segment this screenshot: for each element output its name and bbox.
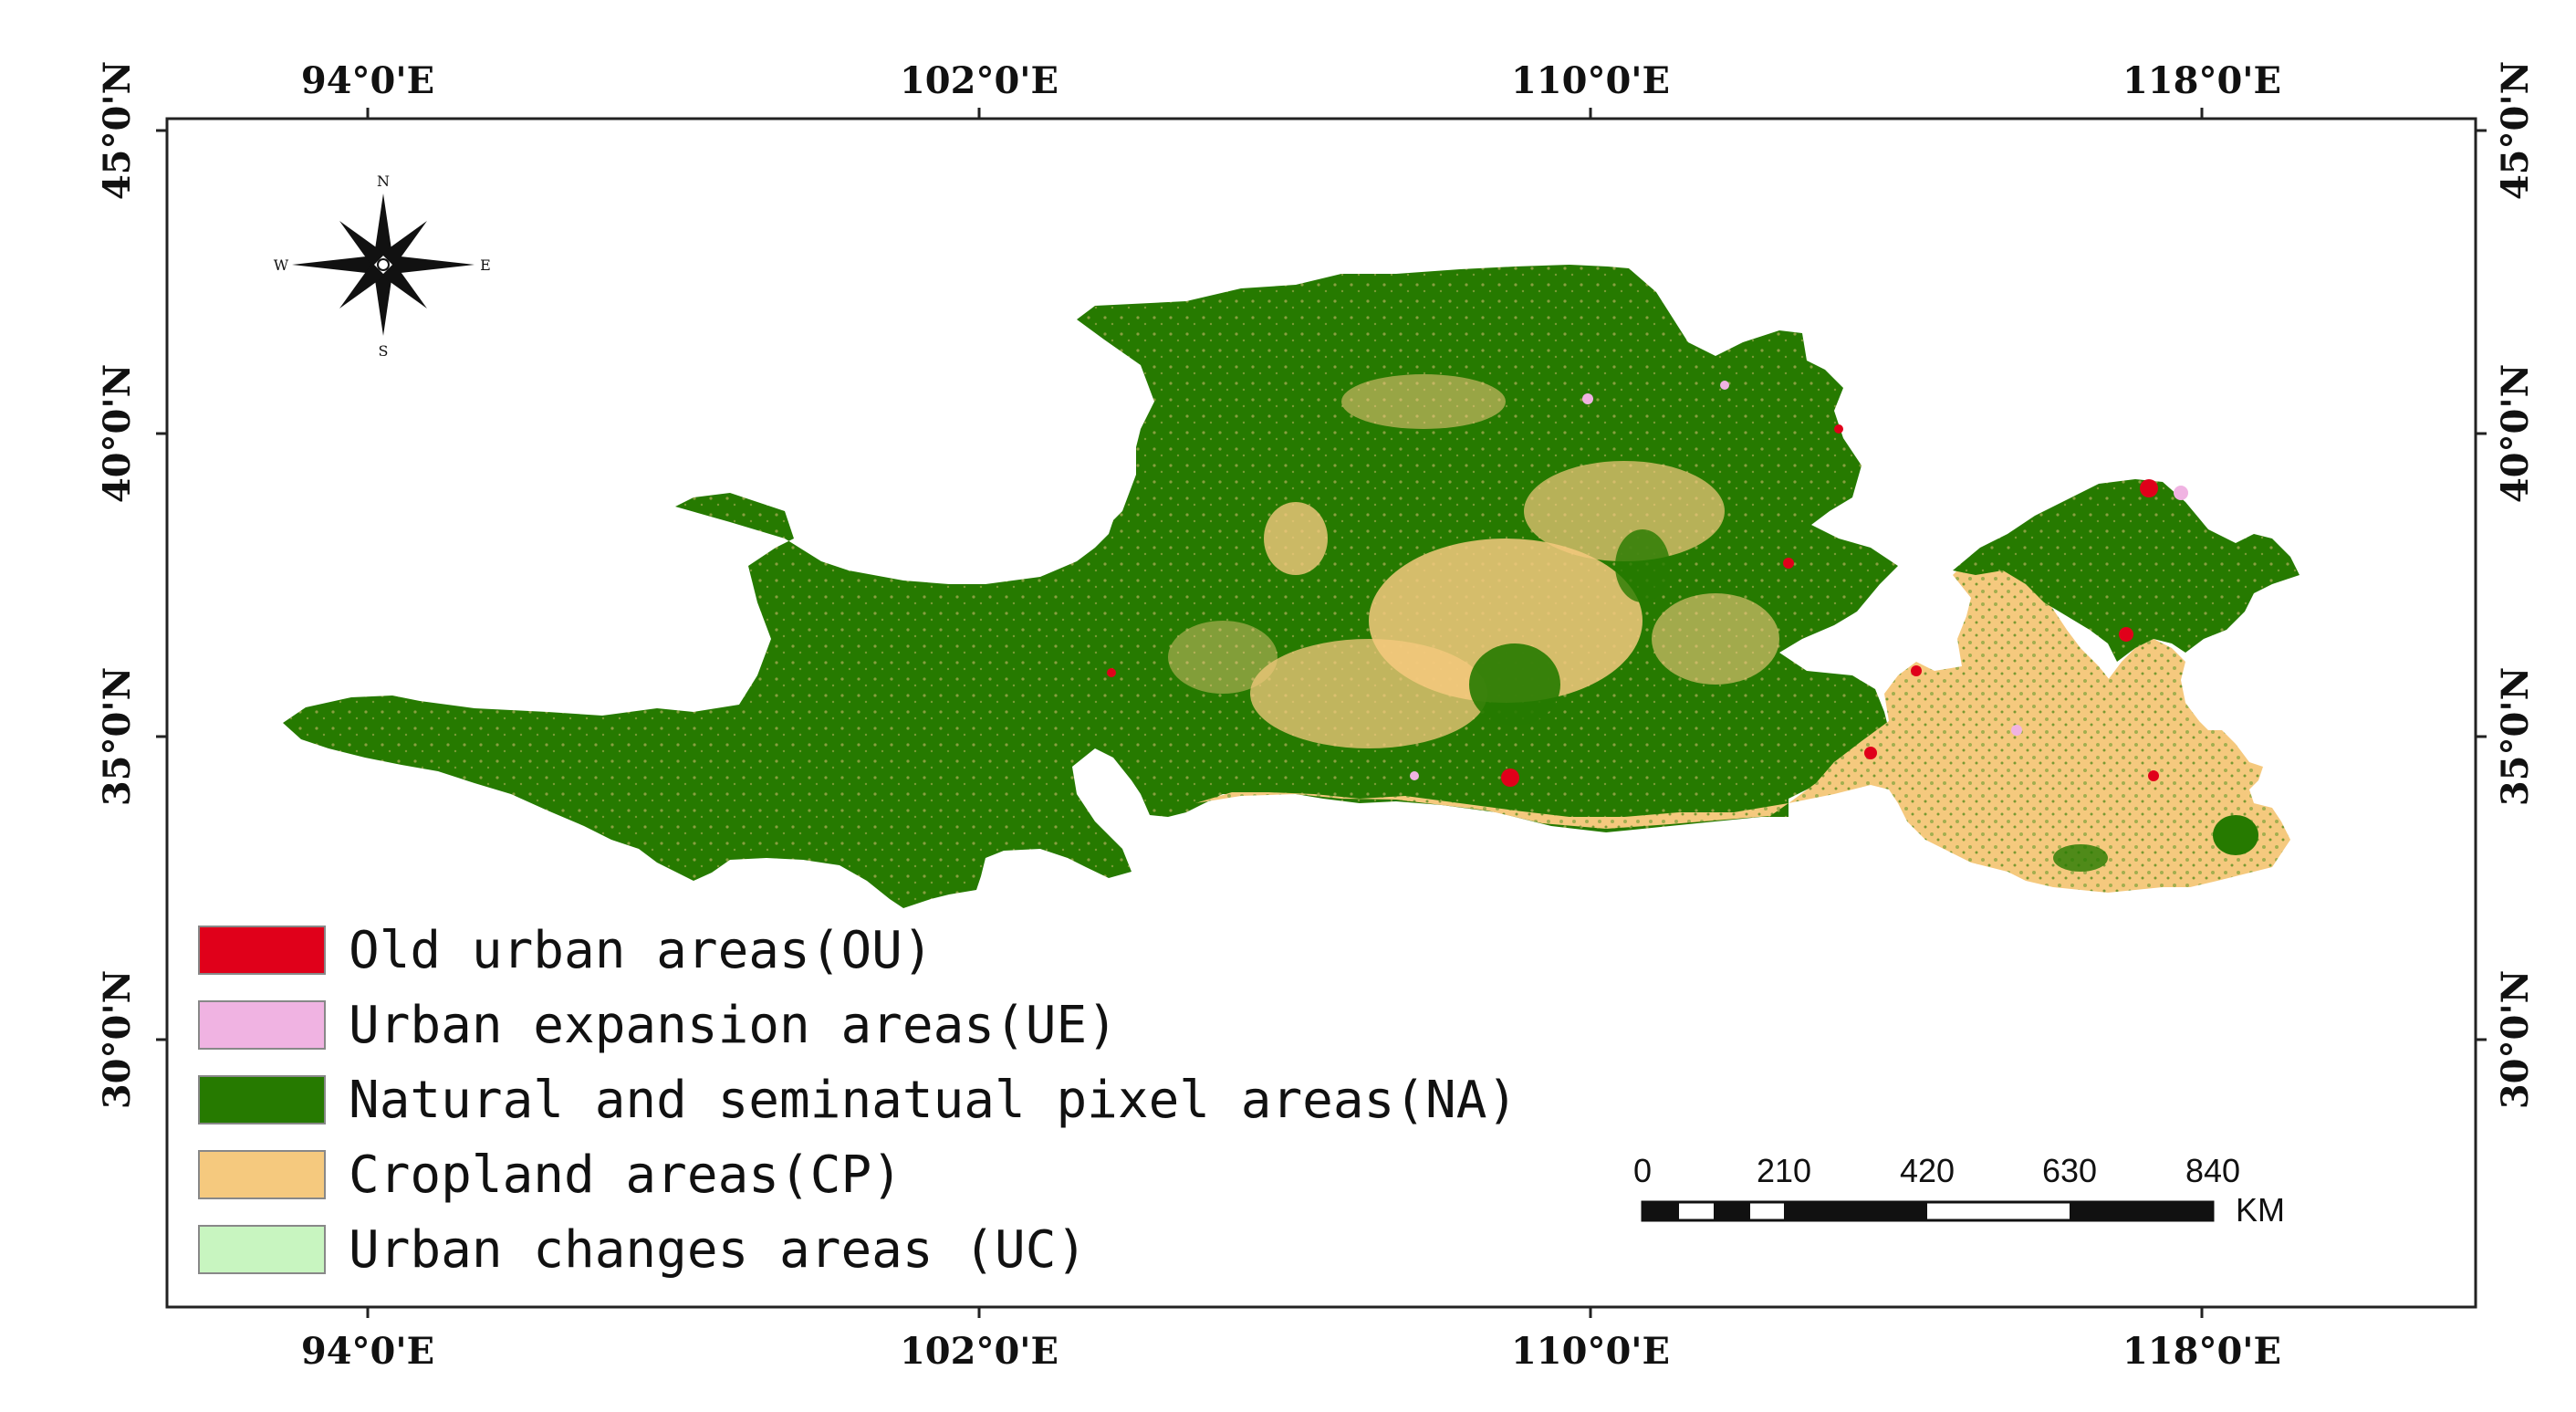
lat-label-left-2: 40°0'N xyxy=(96,364,139,503)
cropland-patch xyxy=(1264,502,1328,575)
old-urban-patch xyxy=(1834,424,1843,434)
legend-label-cropland: Cropland areas(CP) xyxy=(349,1145,902,1205)
legend-swatch-urban-expansion xyxy=(198,1000,326,1050)
lat-label-right-1: 45°0'N xyxy=(2494,61,2537,200)
lat-label-right-3: 35°0'N xyxy=(2494,667,2537,806)
natural-region xyxy=(283,265,1898,908)
urban-expansion-patch xyxy=(2174,486,2188,500)
old-urban-patch xyxy=(1501,769,1519,787)
legend-label-urban-changes: Urban changes areas (UC) xyxy=(349,1220,1087,1280)
compass-n-label: N xyxy=(377,173,390,190)
old-urban-patch xyxy=(2148,770,2159,781)
lon-label-top-4: 118°0'E xyxy=(2122,59,2281,102)
legend-swatch-urban-changes xyxy=(198,1225,326,1274)
compass-nw-point xyxy=(339,221,385,267)
compass-se-point xyxy=(381,263,427,309)
natural-patch xyxy=(1615,529,1670,602)
lon-label-bottom-1: 94°0'E xyxy=(301,1330,434,1373)
compass-south-point xyxy=(374,274,392,336)
graticule-ticks xyxy=(156,108,2487,1318)
urban-expansion-patch xyxy=(1720,381,1729,390)
compass-ne-point xyxy=(381,221,427,267)
scale-unit-label: KM xyxy=(2236,1191,2285,1229)
natural-patch xyxy=(1469,643,1560,726)
cropland-patch xyxy=(1652,593,1779,685)
compass-e-label: E xyxy=(480,256,491,274)
compass-west-point xyxy=(292,256,374,274)
urban-expansion-patch xyxy=(2011,725,2022,736)
lat-label-left-1: 45°0'N xyxy=(96,61,139,200)
north-arrow-compass: N S E W xyxy=(274,173,491,360)
legend-swatch-natural xyxy=(198,1075,326,1124)
compass-sw-point xyxy=(339,263,385,309)
lon-label-bottom-2: 102°0'E xyxy=(900,1330,1059,1373)
lon-label-top-1: 94°0'E xyxy=(301,59,434,102)
compass-north-point xyxy=(374,193,392,256)
cropland-patch xyxy=(1524,461,1725,561)
old-urban-patch xyxy=(1864,747,1877,759)
scale-tick-label-0: 0 xyxy=(1633,1152,1652,1189)
lat-label-left-4: 30°0'N xyxy=(96,970,139,1109)
old-urban-patch xyxy=(1911,665,1922,676)
legend-label-natural: Natural and seminatual pixel areas(NA) xyxy=(349,1071,1517,1130)
old-urban-patch xyxy=(2140,479,2158,497)
old-urban-patch xyxy=(1107,668,1116,677)
cropland-patch xyxy=(1168,621,1278,694)
scale-tick-label-630: 630 xyxy=(2042,1152,2097,1189)
old-urban-patch xyxy=(1783,558,1794,569)
land-cover-map xyxy=(283,265,2300,908)
compass-s-label: S xyxy=(379,342,389,360)
natural-region-northeast xyxy=(1953,479,2300,662)
scale-tick-label-210: 210 xyxy=(1757,1152,1811,1189)
legend-swatch-cropland xyxy=(198,1150,326,1199)
scale-tick-label-420: 420 xyxy=(1900,1152,1955,1189)
urban-expansion-patch xyxy=(1410,771,1419,780)
lat-label-right-2: 40°0'N xyxy=(2494,364,2537,503)
lon-label-top-3: 110°0'E xyxy=(1511,59,1670,102)
urban-expansion-patch xyxy=(1582,393,1593,404)
scale-bar: 0 210 420 630 840 KM xyxy=(1633,1152,2285,1229)
lat-label-left-3: 35°0'N xyxy=(96,667,139,806)
cropland-region xyxy=(1195,548,2290,893)
legend-label-urban-expansion: Urban expansion areas(UE) xyxy=(349,996,1118,1055)
lon-label-bottom-4: 118°0'E xyxy=(2122,1330,2281,1373)
lon-label-top-2: 102°0'E xyxy=(900,59,1059,102)
legend-swatch-old-urban xyxy=(198,926,326,975)
legend: Old urban areas(OU) Urban expansion area… xyxy=(198,921,1517,1280)
lon-label-bottom-3: 110°0'E xyxy=(1511,1330,1670,1373)
compass-east-point xyxy=(392,256,475,274)
cropland-patch xyxy=(1250,639,1487,748)
scale-tick-label-840: 840 xyxy=(2185,1152,2240,1189)
natural-patch xyxy=(2213,815,2258,855)
compass-w-label: W xyxy=(274,256,289,274)
cropland-patch xyxy=(1341,374,1506,429)
old-urban-patch xyxy=(2119,627,2133,642)
lat-label-right-4: 30°0'N xyxy=(2494,970,2537,1109)
legend-label-old-urban: Old urban areas(OU) xyxy=(349,921,933,980)
natural-patch xyxy=(2053,844,2108,872)
